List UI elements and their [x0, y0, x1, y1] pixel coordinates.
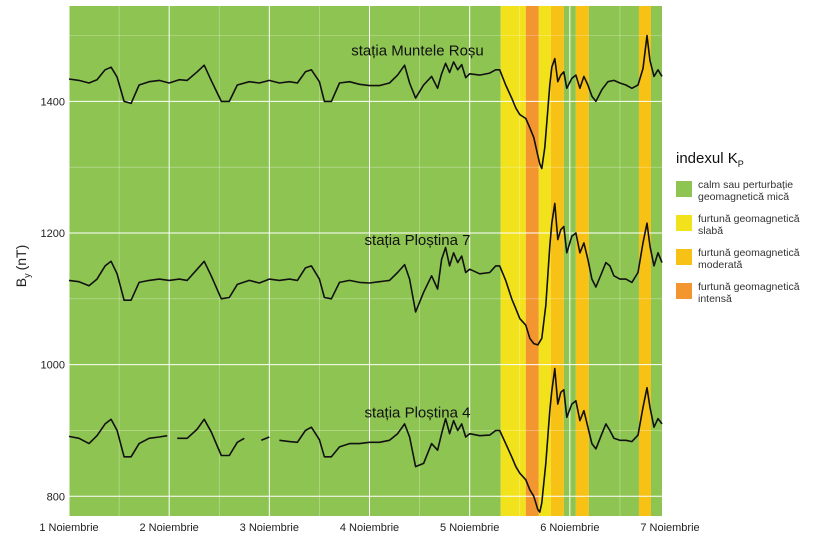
legend-title-sub: P	[737, 159, 744, 169]
legend-item-moderata: furtună geomagnetică moderată	[676, 247, 820, 271]
legend-label-slaba: furtună geomagnetică slabă	[698, 213, 800, 237]
kp-band-slaba	[500, 6, 526, 516]
legend-swatch-calm	[676, 181, 692, 197]
series-line-2	[68, 367, 663, 513]
series-line-0	[68, 34, 663, 170]
y-axis-title-sub: y	[22, 273, 32, 278]
series-line-1	[68, 202, 663, 346]
legend-swatch-slaba	[676, 215, 692, 231]
x-tick-label: 7 Noiembrie	[640, 522, 699, 534]
kp-band-slaba	[538, 6, 551, 516]
grid-lines	[68, 6, 671, 516]
legend-swatch-moderata	[676, 249, 692, 265]
kp-band-calm	[650, 6, 662, 516]
kp-band-moderata	[550, 6, 564, 516]
legend-label-calm: calm sau perturbație geomagnetică mică	[698, 179, 794, 203]
y-axis-title: By (nT)	[13, 245, 32, 288]
y-tick-label: 1400	[41, 96, 65, 108]
y-axis-title-main: B	[13, 278, 29, 287]
series-label-1: stația Ploștina 7	[365, 232, 471, 249]
x-tick-label: 4 Noiembrie	[340, 522, 399, 534]
x-tick-label: 1 Noiembrie	[39, 522, 98, 534]
legend-label-intensa: furtună geomagnetică intensă	[698, 281, 800, 305]
series-label-0: stația Muntele Roșu	[351, 42, 484, 59]
legend-item-slaba: furtună geomagnetică slabă	[676, 213, 820, 237]
series-lines	[68, 34, 663, 513]
legend: indexul KP calm sau perturbație geomagne…	[676, 150, 820, 315]
legend-item-intensa: furtună geomagnetică intensă	[676, 281, 820, 305]
kp-band-intensa	[525, 6, 539, 516]
series-labels: stația Muntele Roșu stația Ploștina 7 staț…	[351, 42, 484, 421]
series-label-2: stația Ploștina 4	[365, 404, 471, 421]
y-tick-label: 1200	[41, 228, 65, 240]
x-tick-label: 3 Noiembrie	[240, 522, 299, 534]
y-axis: 800 1000 1200 1400	[41, 96, 65, 503]
x-tick-label: 2 Noiembrie	[140, 522, 199, 534]
kp-band-calm	[69, 6, 501, 516]
legend-title: indexul KP	[676, 150, 820, 169]
kp-band-moderata	[575, 6, 589, 516]
x-tick-label: 6 Noiembrie	[540, 522, 599, 534]
kp-band-calm	[588, 6, 639, 516]
y-tick-label: 1000	[41, 360, 65, 372]
legend-label-moderata: furtună geomagnetică moderată	[698, 247, 800, 271]
legend-item-calm: calm sau perturbație geomagnetică mică	[676, 179, 820, 203]
x-tick-label: 5 Noiembrie	[440, 522, 499, 534]
x-axis: 1 Noiembrie 2 Noiembrie 3 Noiembrie 4 Noiem…	[39, 522, 699, 534]
legend-swatch-intensa	[676, 283, 692, 299]
kp-band-moderata	[638, 6, 651, 516]
legend-title-main: indexul K	[676, 150, 738, 167]
kp-bands	[69, 6, 662, 516]
y-tick-label: 800	[47, 491, 65, 503]
y-axis-title-unit: (nT)	[13, 245, 29, 271]
